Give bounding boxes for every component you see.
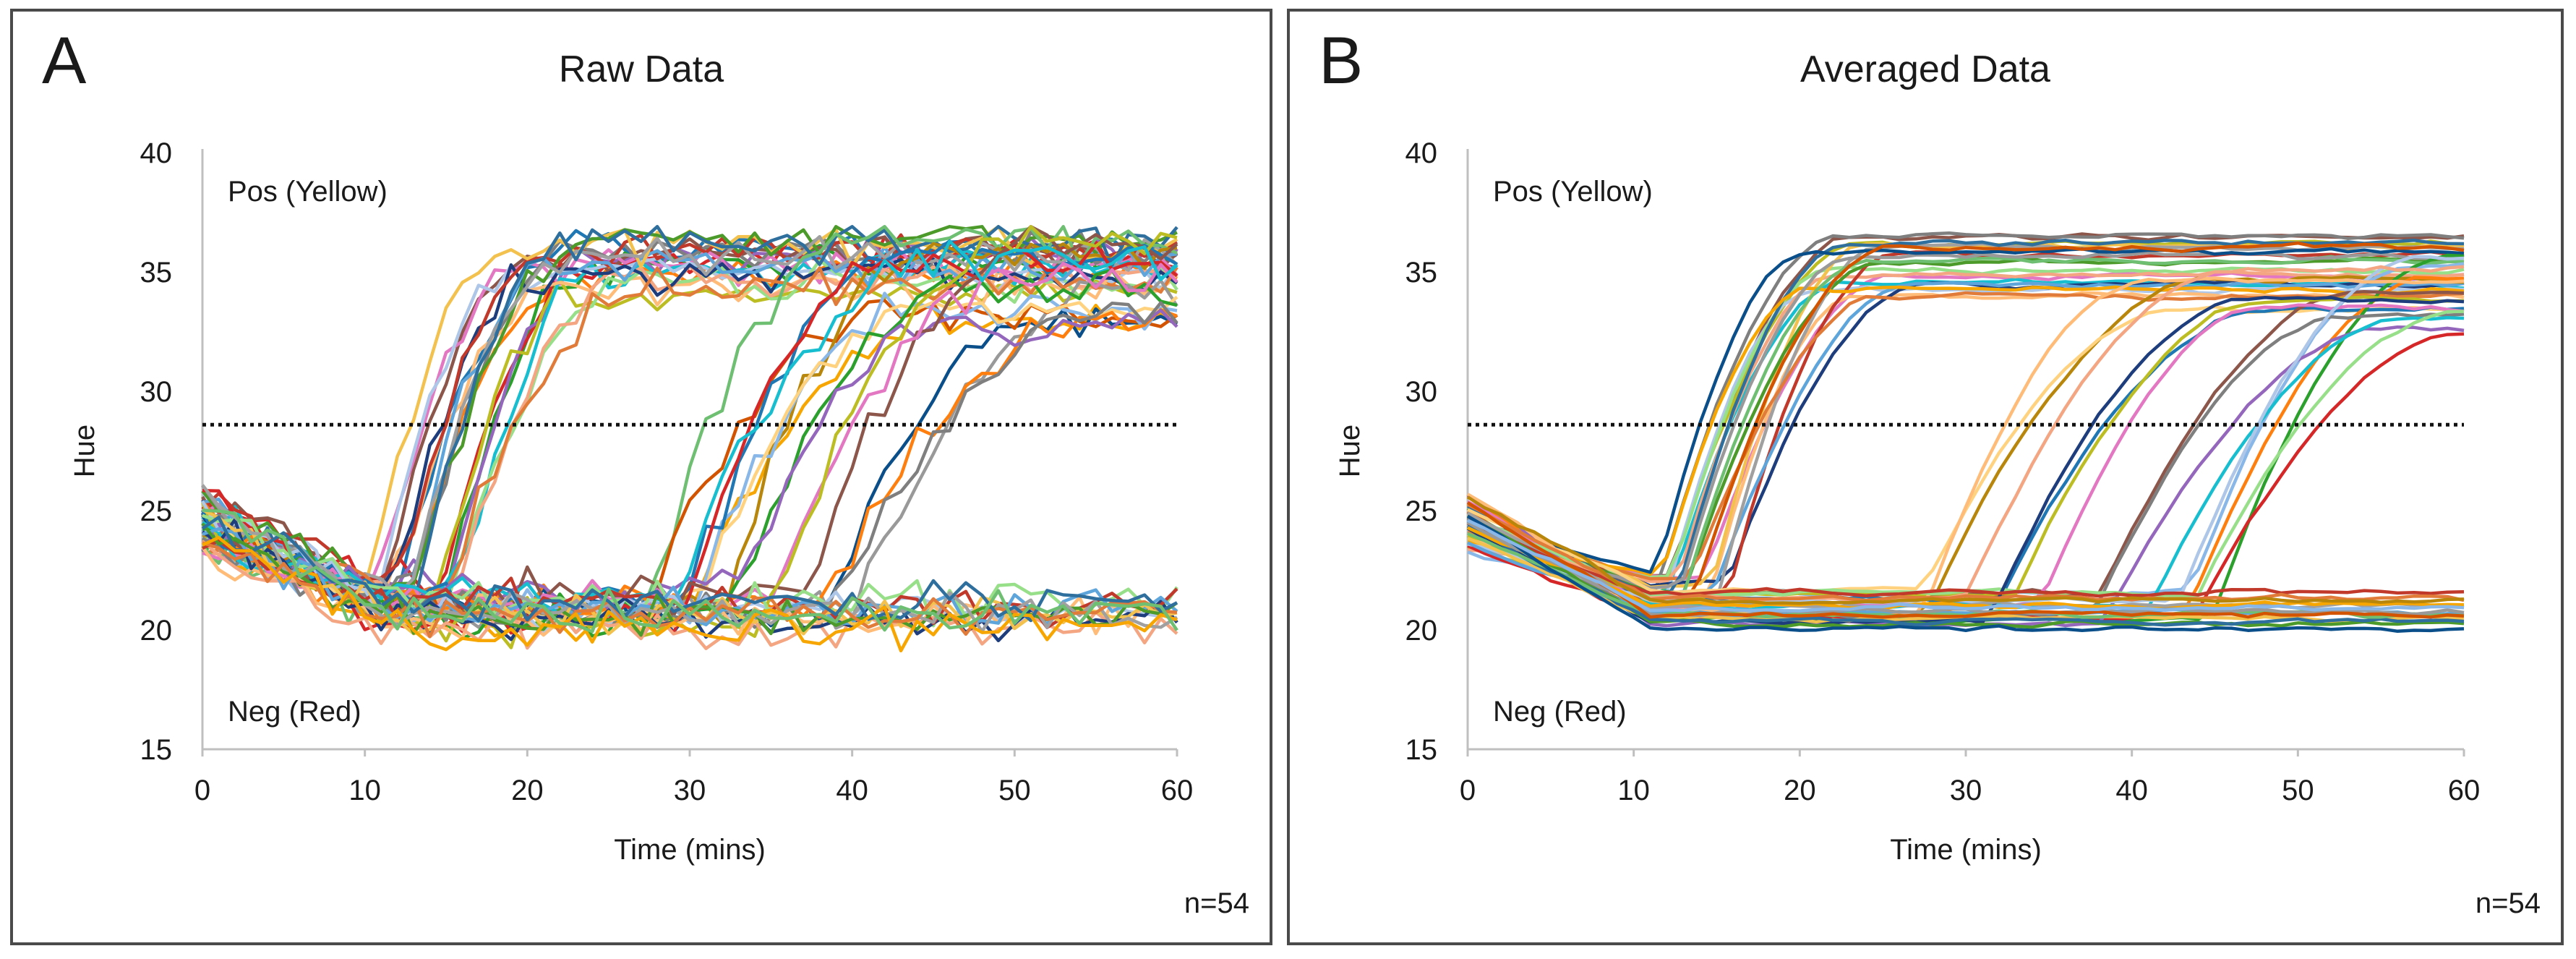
series-line <box>1467 247 2465 574</box>
y-tick-label: 35 <box>140 257 173 289</box>
series-line <box>1467 280 2465 600</box>
series-line <box>201 257 1178 597</box>
line-chart: 15 20 25 30 35 40 0 10 20 30 40 50 60 Time (mins) Hue P… <box>69 137 1194 866</box>
series-line <box>202 536 1178 653</box>
y-tick-label: 30 <box>140 376 173 408</box>
x-axis-label: Time (mins) <box>614 834 766 866</box>
series-line <box>1467 295 2465 600</box>
y-tick-label: 35 <box>1405 257 1438 289</box>
series-line <box>1466 495 2465 605</box>
y-tick-label: 20 <box>1405 615 1438 647</box>
series-line <box>202 508 1178 634</box>
negative-annotation: Neg (Red) <box>228 696 361 728</box>
sample-size-label: n=54 <box>1184 887 1249 919</box>
x-tick-label: 10 <box>1617 775 1650 806</box>
panel-letter: B <box>1319 24 1364 98</box>
series-line <box>202 258 1178 607</box>
series-line <box>202 242 1178 635</box>
series-line <box>1467 304 2465 594</box>
x-tick-label: 0 <box>1460 775 1476 806</box>
x-tick-label: 30 <box>674 775 706 806</box>
chart-title: Raw Data <box>558 48 724 90</box>
series-line <box>1467 255 2465 605</box>
panel-a: A Raw Data 15 20 25 30 35 40 0 10 20 30 40 50 60 Time… <box>10 9 1272 945</box>
series-line <box>1466 265 2465 603</box>
x-tick-label: 0 <box>194 775 210 806</box>
positive-annotation: Pos (Yellow) <box>228 176 388 208</box>
x-tick-label: 40 <box>2115 775 2148 806</box>
series-line <box>1466 501 2465 619</box>
positive-annotation: Pos (Yellow) <box>1493 176 1653 208</box>
x-tick-label: 10 <box>348 775 381 806</box>
series-line <box>1466 310 2465 598</box>
y-tick-label: 25 <box>1405 495 1438 527</box>
series-line <box>1467 315 2465 612</box>
y-axis-label: Hue <box>69 425 100 477</box>
series-line <box>1467 285 2465 576</box>
series-line <box>1467 519 2465 613</box>
series-line <box>1466 503 2465 602</box>
y-tick-label: 15 <box>140 734 173 766</box>
x-tick-label: 20 <box>511 775 544 806</box>
line-chart: 15 20 25 30 35 40 0 10 20 30 40 50 60 Time (mins) Hue P… <box>1334 137 2481 866</box>
series-line <box>1467 524 2465 627</box>
series-line <box>202 229 1178 609</box>
y-tick-label: 30 <box>1405 376 1438 408</box>
y-tick-label: 15 <box>1405 734 1438 766</box>
series-line <box>1467 277 2465 594</box>
series-line <box>1467 291 2465 581</box>
x-tick-label: 50 <box>998 775 1031 806</box>
y-tick-label: 40 <box>140 137 173 169</box>
series-line <box>1466 514 2465 634</box>
series-group <box>1466 231 2465 634</box>
y-tick-label: 20 <box>140 615 173 647</box>
series-line <box>200 239 1178 619</box>
x-tick-label: 40 <box>836 775 868 806</box>
y-axis-label: Hue <box>1334 425 1366 477</box>
sample-size-label: n=54 <box>2475 887 2541 919</box>
x-tick-label: 20 <box>1784 775 1816 806</box>
x-tick-label: 30 <box>1950 775 1982 806</box>
negative-annotation: Neg (Red) <box>1493 696 1627 728</box>
series-line <box>1466 291 2465 608</box>
chart-title: Averaged Data <box>1800 48 2050 90</box>
x-tick-label: 50 <box>2282 775 2314 806</box>
x-tick-label: 60 <box>1161 775 1194 806</box>
y-tick-label: 25 <box>140 495 173 527</box>
panel-letter: A <box>42 24 87 98</box>
y-tick-label: 40 <box>1405 137 1438 169</box>
series-line <box>1466 276 2465 617</box>
x-axis-label: Time (mins) <box>1890 834 2042 866</box>
series-line <box>201 515 1178 623</box>
series-group <box>200 225 1178 653</box>
panel-b: B Averaged Data 15 20 25 30 35 40 0 10 20 30 40 50 6… <box>1287 9 2564 945</box>
x-tick-label: 60 <box>2448 775 2481 806</box>
series-line <box>202 266 1178 596</box>
